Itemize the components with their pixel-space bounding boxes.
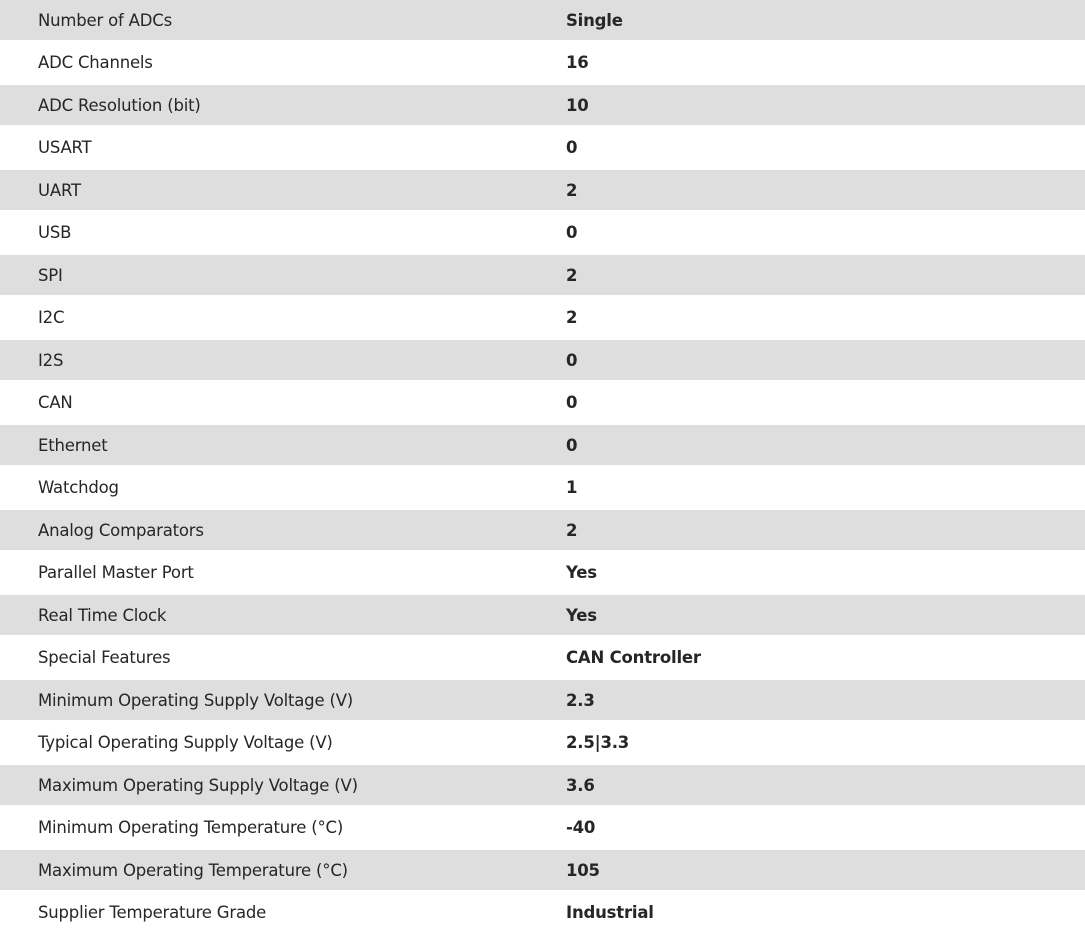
spec-row: Supplier Temperature Grade Industrial	[0, 890, 1085, 935]
spec-value: 0	[566, 393, 578, 412]
spec-value: -40	[566, 818, 596, 837]
spec-label: SPI	[38, 265, 63, 285]
spec-row: Number of ADCs Single	[0, 0, 1085, 40]
spec-label: Parallel Master Port	[38, 563, 194, 582]
spec-value: 0	[566, 223, 578, 242]
spec-row: CAN 0	[0, 380, 1085, 425]
spec-value: Industrial	[566, 903, 654, 922]
spec-label: Number of ADCs	[38, 10, 172, 30]
spec-row: Real Time Clock Yes	[0, 595, 1085, 635]
spec-row: ADC Resolution (bit) 10	[0, 85, 1085, 125]
spec-label: USB	[38, 223, 72, 242]
spec-value: 3.6	[566, 775, 595, 795]
spec-value: 105	[566, 860, 600, 880]
spec-value: Yes	[566, 563, 597, 582]
spec-value: Yes	[566, 605, 597, 625]
spec-row: SPI 2	[0, 255, 1085, 295]
spec-row: ADC Channels 16	[0, 40, 1085, 85]
spec-label: Watchdog	[38, 478, 119, 497]
spec-label: Analog Comparators	[38, 520, 204, 540]
spec-row: I2S 0	[0, 340, 1085, 380]
spec-value: 2	[566, 308, 578, 327]
spec-value: 0	[566, 435, 578, 455]
spec-value: 0	[566, 138, 578, 157]
spec-label: UART	[38, 180, 81, 200]
spec-row: Typical Operating Supply Voltage (V) 2.5|…	[0, 720, 1085, 765]
spec-label: USART	[38, 138, 92, 157]
spec-row: USB 0	[0, 210, 1085, 255]
spec-label: Special Features	[38, 648, 171, 667]
spec-value: 2.3	[566, 690, 595, 710]
spec-value: 2.5|3.3	[566, 733, 630, 752]
spec-value: 10	[566, 95, 589, 115]
spec-label: Maximum Operating Supply Voltage (V)	[38, 775, 358, 795]
spec-label: Supplier Temperature Grade	[38, 903, 267, 922]
spec-row: Special Features CAN Controller	[0, 635, 1085, 680]
spec-row: Maximum Operating Supply Voltage (V) 3.6	[0, 765, 1085, 805]
spec-row: USART 0	[0, 125, 1085, 170]
spec-value: 2	[566, 180, 578, 200]
spec-row: Analog Comparators 2	[0, 510, 1085, 550]
spec-value: Single	[566, 10, 623, 30]
spec-label: I2C	[38, 308, 65, 327]
spec-label: CAN	[38, 393, 73, 412]
spec-label: ADC Channels	[38, 53, 153, 72]
spec-value: 2	[566, 520, 578, 540]
spec-label: Real Time Clock	[38, 605, 167, 625]
spec-value: CAN Controller	[566, 648, 701, 667]
spec-value: 0	[566, 350, 578, 370]
spec-row: Maximum Operating Temperature (°C) 105	[0, 850, 1085, 890]
spec-row: Ethernet 0	[0, 425, 1085, 465]
spec-label: Minimum Operating Temperature (°C)	[38, 818, 344, 837]
spec-value: 1	[566, 478, 578, 497]
spec-value: 16	[566, 53, 589, 72]
spec-label: Maximum Operating Temperature (°C)	[38, 860, 348, 880]
spec-row: Minimum Operating Temperature (°C) -40	[0, 805, 1085, 850]
spec-row: I2C 2	[0, 295, 1085, 340]
spec-label: Minimum Operating Supply Voltage (V)	[38, 690, 354, 710]
spec-row: UART 2	[0, 170, 1085, 210]
spec-label: Typical Operating Supply Voltage (V)	[38, 733, 333, 752]
spec-row: Watchdog 1	[0, 465, 1085, 510]
spec-label: I2S	[38, 350, 64, 370]
spec-label: ADC Resolution (bit)	[38, 95, 201, 115]
spec-label: Ethernet	[38, 435, 108, 455]
spec-value: 2	[566, 265, 578, 285]
spec-row: Minimum Operating Supply Voltage (V) 2.3	[0, 680, 1085, 720]
spec-row: Parallel Master Port Yes	[0, 550, 1085, 595]
